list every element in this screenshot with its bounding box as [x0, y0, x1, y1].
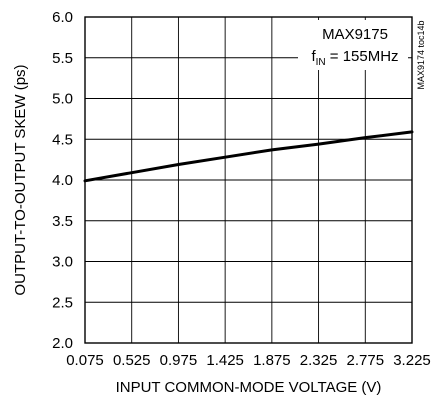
x-tick-labels: 0.075 0.525 0.975 1.425 1.875 2.325 2.775 3.225: [66, 352, 431, 369]
series-layer: [83, 130, 414, 183]
y-tick-label-4: 4.0: [52, 172, 73, 189]
x-tick-label-6: 2.775: [347, 352, 385, 369]
x-tick-label-4: 1.875: [253, 352, 291, 369]
x-tick-label-3: 1.425: [206, 352, 244, 369]
x-tick-label-5: 2.325: [300, 352, 338, 369]
x-tick-label-1: 0.525: [113, 352, 151, 369]
y-tick-label-8: 6.0: [52, 9, 73, 26]
x-tick-label-0: 0.075: [66, 352, 104, 369]
y-tick-labels: 2.0 2.5 3.0 3.5 4.0 4.5 5.0 5.5 6.0: [52, 9, 73, 352]
condition-annotation: fIN = 155MHz: [311, 48, 398, 68]
series-line-0: [83, 130, 414, 183]
y-tick-label-3: 3.5: [52, 213, 73, 230]
y-axis-title: OUTPUT-TO-OUTPUT SKEW (ps): [12, 64, 29, 295]
y-tick-label-2: 3.0: [52, 254, 73, 271]
y-tick-label-5: 4.5: [52, 131, 73, 148]
x-axis-title: INPUT COMMON-MODE VOLTAGE (V): [116, 379, 382, 396]
y-tick-label-1: 2.5: [52, 294, 73, 311]
y-tick-label-0: 2.0: [52, 335, 73, 352]
condition-prefix: f: [311, 48, 316, 65]
annotation-background: [298, 20, 408, 70]
device-annotation: MAX9175: [322, 26, 388, 43]
y-tick-label-7: 5.5: [52, 50, 73, 67]
x-tick-label-2: 0.975: [160, 352, 198, 369]
side-code-label: MAX9174 toc14b: [416, 20, 426, 89]
condition-subscript: IN: [316, 57, 326, 68]
x-tick-label-7: 3.225: [393, 352, 431, 369]
condition-suffix: = 155MHz: [326, 48, 399, 65]
y-tick-label-6: 5.0: [52, 91, 73, 108]
